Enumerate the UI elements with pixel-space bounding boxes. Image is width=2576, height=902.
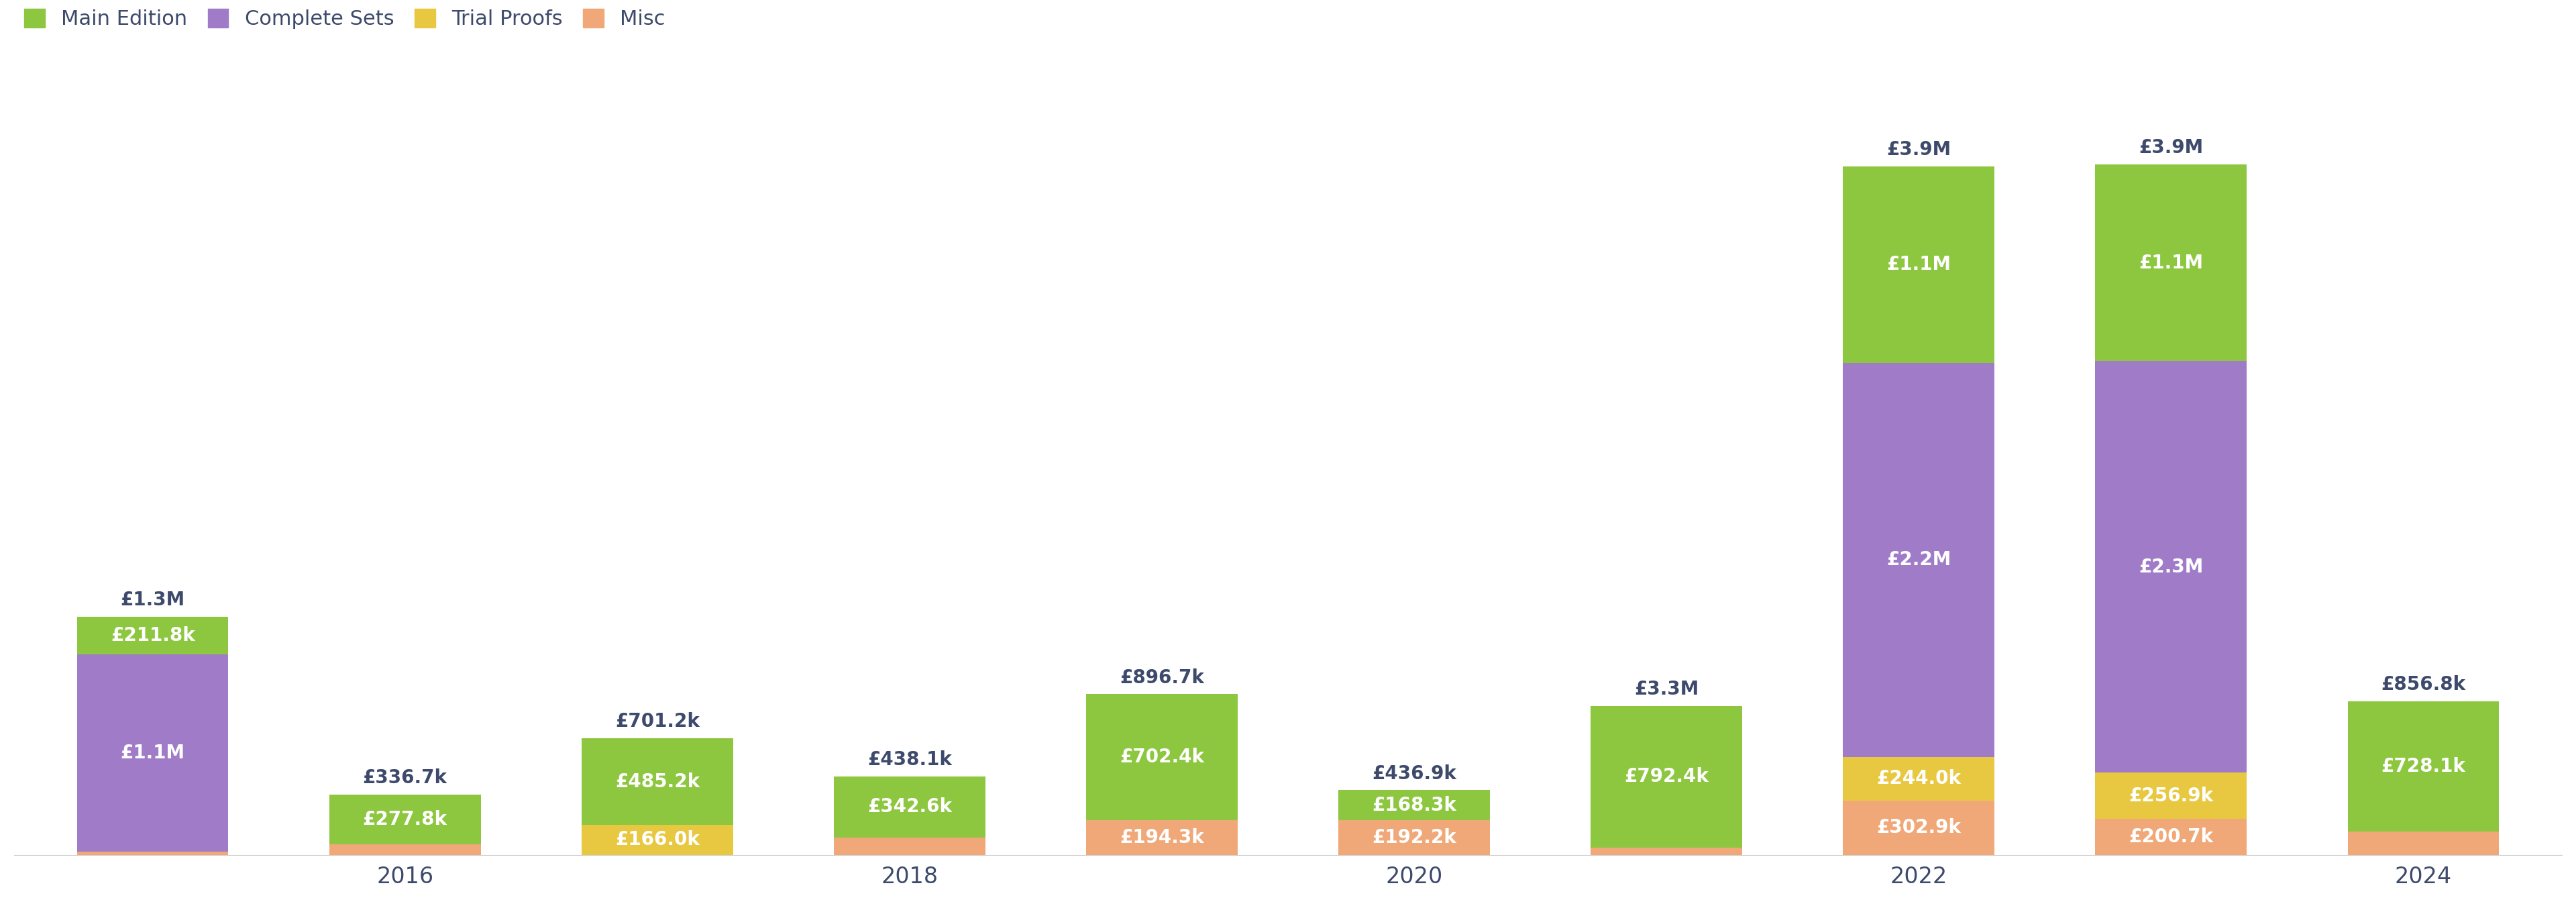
Bar — [2347, 832, 2499, 855]
Text: £244.0k: £244.0k — [1875, 769, 1960, 788]
Bar — [1087, 695, 1236, 820]
Bar — [1087, 820, 1236, 855]
Bar — [1842, 364, 1994, 757]
Bar — [835, 838, 984, 855]
Bar — [2094, 164, 2246, 361]
Text: £485.2k: £485.2k — [616, 772, 701, 791]
Text: £168.3k: £168.3k — [1373, 796, 1455, 815]
Text: £436.9k: £436.9k — [1373, 764, 1455, 783]
Text: £342.6k: £342.6k — [868, 797, 953, 816]
Bar — [2094, 819, 2246, 855]
Text: £3.3M: £3.3M — [1633, 680, 1698, 698]
Text: £256.9k: £256.9k — [2128, 787, 2213, 805]
Text: £200.7k: £200.7k — [2128, 827, 2213, 846]
Bar — [1592, 848, 1741, 855]
Bar — [1592, 705, 1741, 848]
Text: £1.1M: £1.1M — [1886, 255, 1950, 274]
Bar — [582, 738, 734, 825]
Bar — [330, 844, 482, 855]
Text: £336.7k: £336.7k — [363, 769, 448, 787]
Text: £2.2M: £2.2M — [1886, 550, 1950, 569]
Bar — [77, 617, 229, 655]
Text: £2.3M: £2.3M — [2138, 557, 2202, 576]
Bar — [2347, 702, 2499, 832]
Text: £856.8k: £856.8k — [2380, 676, 2465, 695]
Bar — [2094, 361, 2246, 773]
Text: £702.4k: £702.4k — [1121, 748, 1203, 767]
Text: £1.1M: £1.1M — [121, 743, 185, 762]
Text: £166.0k: £166.0k — [616, 831, 701, 849]
Text: £792.4k: £792.4k — [1625, 768, 1708, 786]
Text: £3.9M: £3.9M — [2138, 138, 2202, 157]
Text: £211.8k: £211.8k — [111, 626, 196, 645]
Text: £277.8k: £277.8k — [363, 810, 448, 829]
Text: £302.9k: £302.9k — [1875, 818, 1960, 837]
Bar — [1842, 757, 1994, 800]
Text: £194.3k: £194.3k — [1121, 828, 1203, 847]
Bar — [1842, 800, 1994, 855]
Bar — [835, 777, 984, 838]
Text: £438.1k: £438.1k — [868, 750, 951, 769]
Bar — [2094, 773, 2246, 819]
Text: £1.3M: £1.3M — [121, 591, 185, 610]
Bar — [1340, 820, 1489, 855]
Bar — [1842, 166, 1994, 364]
Text: £701.2k: £701.2k — [616, 713, 701, 731]
Bar — [330, 795, 482, 844]
Legend: Main Edition, Complete Sets, Trial Proofs, Misc: Main Edition, Complete Sets, Trial Proof… — [23, 9, 665, 29]
Text: £728.1k: £728.1k — [2380, 757, 2465, 776]
Bar — [1340, 790, 1489, 820]
Bar — [77, 851, 229, 855]
Text: £1.1M: £1.1M — [2138, 253, 2202, 272]
Text: £3.9M: £3.9M — [1886, 141, 1950, 159]
Text: £192.2k: £192.2k — [1373, 828, 1455, 847]
Text: £896.7k: £896.7k — [1121, 668, 1203, 687]
Bar — [582, 825, 734, 855]
Bar — [77, 655, 229, 851]
